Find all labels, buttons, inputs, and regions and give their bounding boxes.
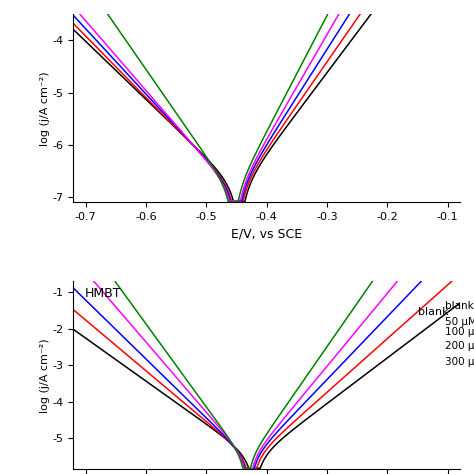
X-axis label: E/V, vs SCE: E/V, vs SCE: [231, 228, 302, 240]
Text: 50 μM: 50 μM: [445, 317, 474, 327]
Text: 200 μM: 200 μM: [445, 341, 474, 351]
Y-axis label: log (j/A cm⁻²): log (j/A cm⁻²): [40, 71, 50, 146]
Text: 100 μM: 100 μM: [445, 328, 474, 337]
Text: HMBT: HMBT: [85, 287, 121, 300]
Text: 300 μM: 300 μM: [445, 356, 474, 366]
Text: blank: blank: [418, 307, 448, 317]
Y-axis label: log (j/A cm⁻²): log (j/A cm⁻²): [40, 338, 50, 412]
Text: blank: blank: [445, 301, 474, 311]
